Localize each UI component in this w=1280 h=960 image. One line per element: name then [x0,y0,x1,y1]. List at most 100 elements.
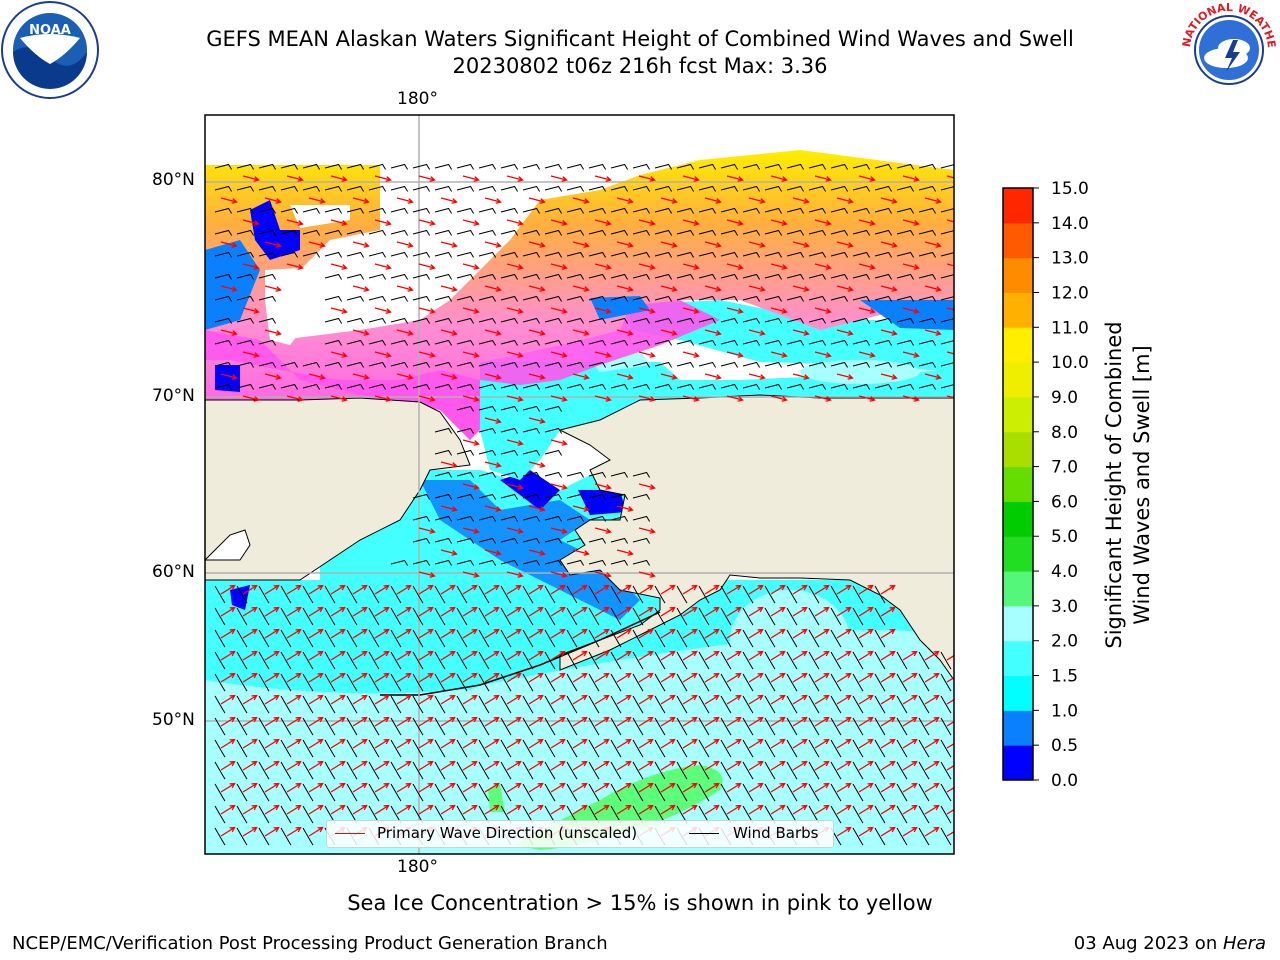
wind-barb [632,361,651,368]
wind-barb [940,761,952,780]
wind-barb [676,339,695,346]
wind-barb [324,273,343,280]
wind-barb [500,695,512,714]
wind-barb [918,163,937,170]
wave-direction-arrow [814,694,830,705]
wind-barb [654,761,666,780]
wave-direction-arrow [550,571,568,578]
wave-direction-arrow [880,197,898,204]
wind-barb [566,783,578,802]
wind-barb [764,717,776,736]
wave-direction-arrow [638,527,656,534]
wave-direction-arrow [726,584,742,595]
wind-barb [808,207,827,214]
wind-barb [456,717,468,736]
wind-barb [830,317,849,324]
wave-direction-arrow [418,584,434,595]
wave-direction-arrow [814,263,832,270]
wind-barb [434,559,453,566]
wind-barb [654,585,666,604]
wind-barb [478,229,497,236]
wave-direction-arrow [462,760,478,771]
wind-barb [632,739,644,758]
wind-barb [500,739,512,758]
wave-direction-arrow [330,716,346,727]
wind-barb [588,251,607,258]
wave-direction-arrow [660,628,676,639]
wind-barb [830,273,849,280]
wind-barb [324,383,343,390]
wind-barb [434,739,446,758]
wave-direction-arrow [506,804,522,815]
wave-direction-arrow [418,351,436,358]
wind-barb [918,739,930,758]
wind-barb [764,383,783,390]
wave-direction-arrow [858,650,874,661]
wind-barb [874,607,886,626]
wind-barb [346,695,358,714]
wind-barb [544,585,556,604]
wave-direction-arrow [814,606,830,617]
wave-direction-arrow [264,628,280,639]
wind-barb [346,361,365,368]
wave-direction-arrow [792,694,808,705]
wave-direction-arrow [374,307,392,314]
wind-barb [654,317,673,324]
colorbar-segment [1003,571,1033,607]
wind-barb [610,607,622,626]
wave-direction-arrow [308,716,324,727]
wave-direction-arrow [242,826,258,837]
wave-direction-arrow [704,241,722,248]
wave-direction-arrow [748,782,764,793]
colorbar-title-line2: Wind Waves and Swell [m] [1130,345,1154,625]
wind-barb [258,805,270,824]
wind-barb [346,673,358,692]
wind-barb [742,695,754,714]
wave-direction-arrow [418,263,436,270]
wave-direction-arrow [374,738,390,749]
wave-direction-arrow [792,606,808,617]
wind-barb [632,339,651,346]
wind-barb [368,251,387,258]
wave-direction-arrow [792,760,808,771]
wind-barb [236,651,248,670]
wind-barb [698,207,717,214]
wave-direction-arrow [330,672,346,683]
wind-barb [654,629,666,648]
wave-direction-arrow [858,606,874,617]
wave-direction-arrow [352,738,368,749]
wave-direction-arrow [814,307,832,314]
wind-barb [478,717,490,736]
wind-barb [258,295,277,302]
wave-direction-arrow [572,716,588,727]
wind-barb [742,207,761,214]
wave-direction-arrow [880,738,896,749]
wind-barb [852,295,871,302]
wave-direction-arrow [528,716,544,727]
wave-direction-arrow [330,175,348,182]
colorbar-tick-label: 1.5 [1051,667,1078,687]
wave-direction-arrow [330,760,346,771]
wave-direction-arrow [858,760,874,771]
wave-direction-arrow [308,197,326,204]
wave-direction-arrow [726,672,742,683]
wind-barb [214,185,233,192]
wave-direction-arrow [836,628,852,639]
wave-direction-arrow [682,738,698,749]
wind-barb [302,673,314,692]
wave-direction-arrow [220,738,236,749]
wave-direction-arrow [682,219,700,226]
colorbar-segment [1003,501,1033,537]
wind-barb [214,673,226,692]
wind-barb [434,585,446,604]
wind-barb [940,208,954,213]
wave-direction-arrow [682,606,698,617]
wind-barb [280,607,292,626]
wave-direction-arrow [286,584,302,595]
graticule [205,115,954,854]
wave-direction-arrow [484,584,500,595]
wind-barb [412,673,424,692]
wind-barb [830,673,842,692]
footer-date-text: 03 Aug 2023 on [1073,933,1223,954]
